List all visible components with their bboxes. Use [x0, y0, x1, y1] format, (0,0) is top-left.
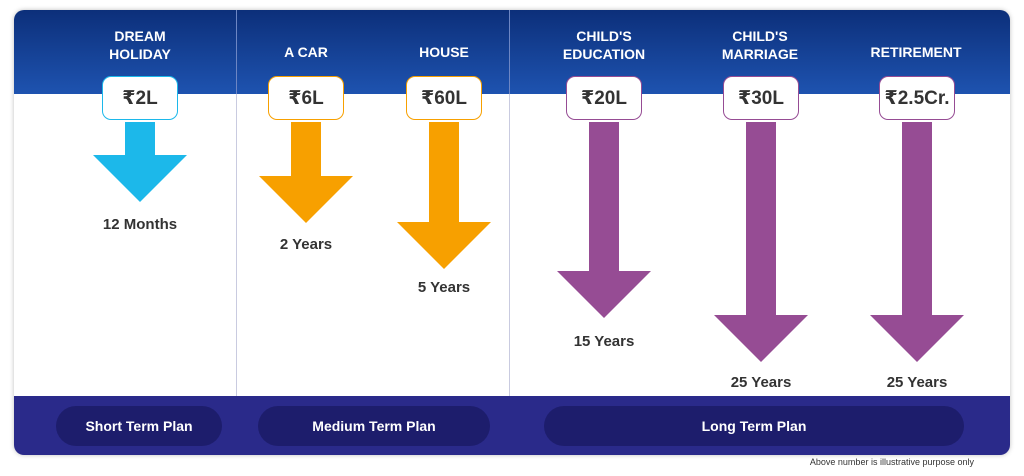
- goal-planning-diagram: DREAM HOLIDAY A CAR HOUSE CHILD'S EDUCATIO…: [14, 10, 1010, 455]
- arrow-house: [397, 122, 491, 269]
- amount-box-child-marriage: ₹30L: [723, 76, 799, 120]
- duration-car: 2 Years: [279, 236, 333, 253]
- duration-dream-holiday: 12 Months: [102, 216, 178, 233]
- arrow-child-marriage: [714, 122, 808, 362]
- goal-title-retirement: RETIREMENT: [870, 44, 962, 60]
- duration-house: 5 Years: [417, 279, 471, 296]
- plan-short-term: Short Term Plan: [56, 406, 222, 446]
- amount-box-dream-holiday: ₹2L: [102, 76, 178, 120]
- header-divider: [236, 10, 237, 94]
- goal-title-house: HOUSE: [419, 44, 469, 60]
- goal-title-child-education: CHILD'S EDUCATION: [562, 28, 646, 62]
- goal-arrows: [93, 122, 964, 362]
- amount-box-house: ₹60L: [406, 76, 482, 120]
- arrow-car: [259, 122, 353, 223]
- goal-title-child-marriage: CHILD'S MARRIAGE: [721, 28, 799, 62]
- duration-child-marriage: 25 Years: [730, 374, 792, 391]
- arrow-retirement: [870, 122, 964, 362]
- plan-long-term: Long Term Plan: [544, 406, 964, 446]
- goal-title-dream-holiday: DREAM HOLIDAY: [109, 28, 171, 62]
- header-band: [14, 10, 1010, 94]
- duration-child-education: 15 Years: [573, 333, 635, 350]
- arrow-dream-holiday: [93, 122, 187, 202]
- amount-box-retirement: ₹2.5Cr.: [879, 76, 955, 120]
- disclaimer-note: Above number is illustrative purpose onl…: [809, 457, 974, 467]
- header-divider: [509, 10, 510, 94]
- amount-box-car: ₹6L: [268, 76, 344, 120]
- arrow-child-education: [557, 122, 651, 318]
- duration-retirement: 25 Years: [886, 374, 948, 391]
- amount-box-child-education: ₹20L: [566, 76, 642, 120]
- section-divider: [509, 10, 510, 396]
- section-divider: [236, 10, 237, 396]
- goal-title-car: A CAR: [284, 44, 328, 60]
- plan-medium-term: Medium Term Plan: [258, 406, 490, 446]
